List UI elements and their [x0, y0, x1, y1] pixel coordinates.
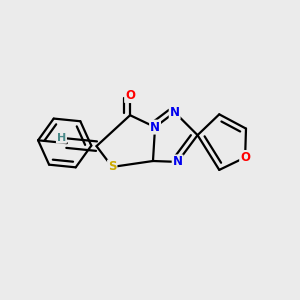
Text: S: S [108, 160, 116, 173]
Text: N: N [172, 155, 183, 168]
Text: H: H [57, 133, 66, 143]
Text: N: N [170, 106, 180, 119]
Text: O: O [240, 151, 250, 164]
Text: N: N [150, 121, 160, 134]
Text: O: O [125, 89, 135, 102]
